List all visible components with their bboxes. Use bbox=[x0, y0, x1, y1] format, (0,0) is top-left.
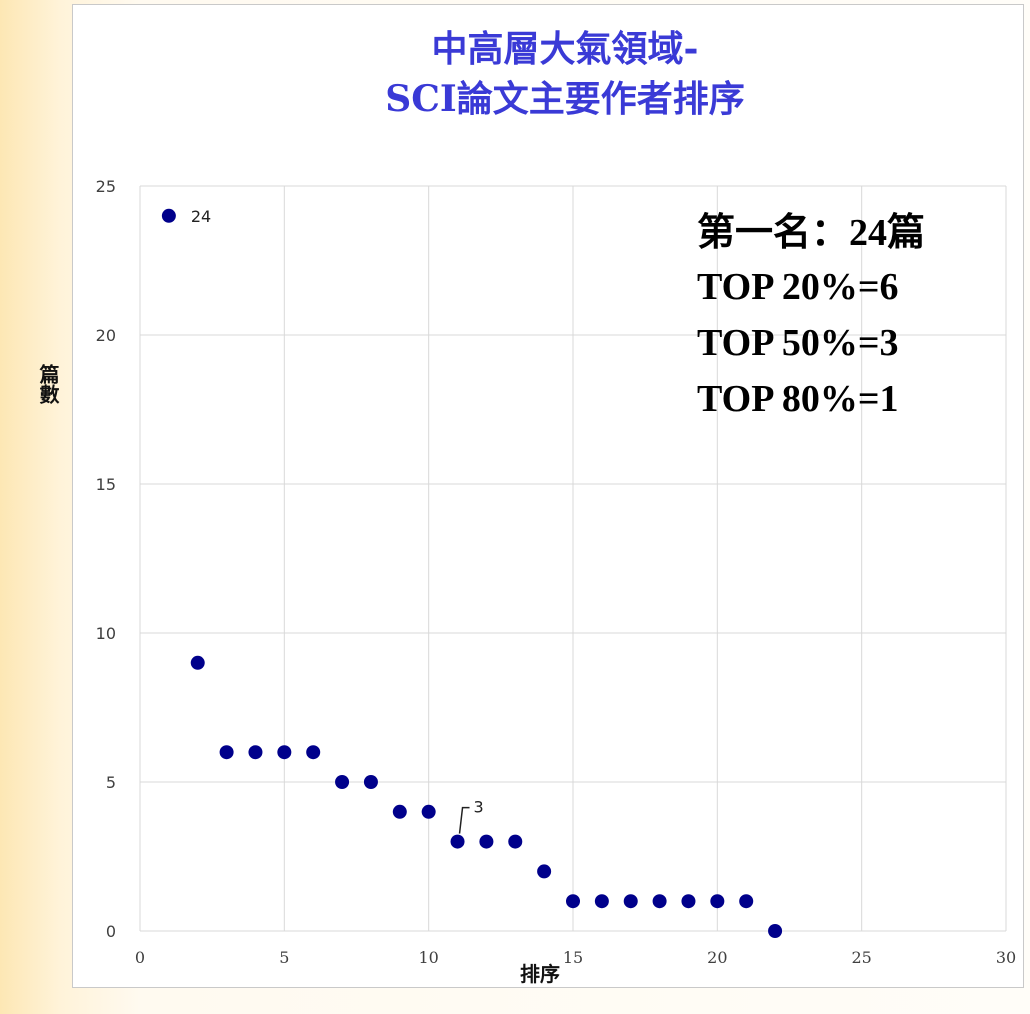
data-point bbox=[363, 775, 378, 789]
x-tick-label: 30 bbox=[996, 948, 1016, 967]
x-tick-label: 10 bbox=[418, 948, 438, 967]
x-tick-labels: 0 5 10 15 20 25 30 bbox=[135, 948, 1016, 967]
data-point bbox=[681, 894, 696, 909]
annotation-line-4: TOP 80%=1 bbox=[697, 378, 899, 420]
data-labels: 24 3 bbox=[191, 207, 484, 834]
data-point bbox=[190, 655, 205, 670]
y-tick-label: 0 bbox=[106, 922, 116, 941]
data-point bbox=[306, 745, 321, 760]
data-point bbox=[739, 894, 754, 909]
y-tick-labels: 0 5 10 15 20 25 bbox=[96, 177, 116, 941]
data-point bbox=[421, 804, 436, 819]
data-point bbox=[594, 894, 609, 909]
data-label-leader bbox=[458, 806, 470, 834]
grid bbox=[139, 185, 1007, 932]
chart-title: 中高層大氣領域- SCI論文主要作者排序 bbox=[385, 28, 745, 120]
x-tick-label: 5 bbox=[279, 948, 289, 967]
annotation-line-3: TOP 50%=3 bbox=[697, 322, 899, 364]
data-point bbox=[450, 834, 465, 849]
data-point bbox=[479, 834, 494, 849]
y-axis-label-text: 篇數 bbox=[36, 363, 60, 405]
data-points bbox=[161, 208, 783, 938]
data-point bbox=[277, 745, 292, 760]
data-point bbox=[161, 208, 176, 223]
y-axis-label: 篇數 bbox=[36, 363, 60, 405]
annotation-line-2: TOP 20%=6 bbox=[697, 266, 899, 308]
x-tick-label: 0 bbox=[135, 948, 145, 967]
data-point bbox=[248, 745, 263, 760]
y-tick-label: 25 bbox=[96, 177, 116, 196]
chart-title-line-1: 中高層大氣領域- bbox=[432, 28, 699, 70]
annotation-block: 第一名：24篇 TOP 20%=6 TOP 50%=3 TOP 80%=1 bbox=[697, 212, 925, 420]
scatter-chart: 中高層大氣領域- SCI論文主要作者排序 0 5 10 15 20 25 0 5 10 15 20… bbox=[96, 28, 1017, 986]
data-point bbox=[566, 894, 580, 909]
data-point bbox=[710, 894, 725, 909]
annotation-line-1: 第一名：24篇 bbox=[697, 212, 925, 254]
data-label: 3 bbox=[474, 798, 484, 817]
data-point bbox=[335, 775, 350, 789]
data-point bbox=[652, 894, 667, 909]
y-tick-label: 5 bbox=[106, 773, 116, 792]
data-point bbox=[508, 834, 523, 849]
data-point bbox=[219, 745, 234, 760]
chart-frame: 中高層大氣領域- SCI論文主要作者排序 0 5 10 15 20 25 0 5 10 15 20… bbox=[72, 4, 1024, 988]
x-tick-label: 20 bbox=[707, 948, 727, 967]
x-tick-label: 25 bbox=[851, 948, 871, 967]
data-point bbox=[392, 804, 407, 819]
data-label: 24 bbox=[191, 207, 211, 226]
x-axis-label: 排序 bbox=[520, 962, 560, 986]
y-tick-label: 15 bbox=[96, 475, 116, 494]
chart-title-line-2: SCI論文主要作者排序 bbox=[385, 78, 745, 120]
data-point bbox=[537, 864, 552, 879]
data-point bbox=[768, 924, 783, 938]
y-tick-label: 10 bbox=[96, 624, 116, 643]
data-point bbox=[623, 894, 638, 909]
y-tick-label: 20 bbox=[96, 326, 116, 345]
x-tick-label: 15 bbox=[563, 948, 583, 967]
